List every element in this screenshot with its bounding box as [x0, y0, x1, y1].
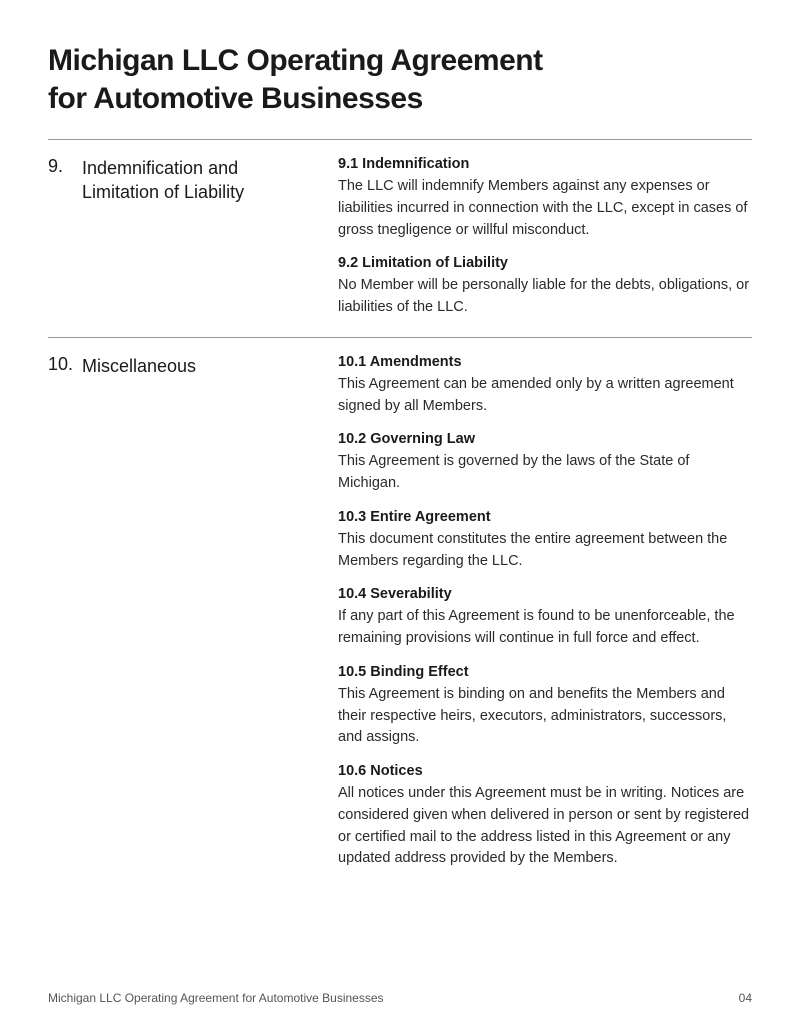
- section-heading: Miscellaneous: [82, 354, 196, 870]
- clause-title: 10.6 Notices: [338, 763, 752, 779]
- clause: 10.1 Amendments This Agreement can be am…: [338, 354, 752, 418]
- clause-title: 10.3 Entire Agreement: [338, 509, 752, 525]
- page-title: Michigan LLC Operating Agreement for Aut…: [48, 42, 752, 117]
- clause-title: 10.2 Governing Law: [338, 431, 752, 447]
- section-heading: Indemnification and Limitation of Liabil…: [82, 156, 244, 319]
- heading-line-1: Indemnification and: [82, 158, 238, 178]
- section-9: 9. Indemnification and Limitation of Lia…: [48, 140, 752, 337]
- section-content: 10.1 Amendments This Agreement can be am…: [338, 354, 752, 870]
- section-number: 10.: [48, 354, 82, 870]
- page-footer: Michigan LLC Operating Agreement for Aut…: [48, 991, 752, 1005]
- section-number: 9.: [48, 156, 82, 319]
- clause-body: This Agreement is binding on and benefit…: [338, 684, 752, 749]
- clause: 10.5 Binding Effect This Agreement is bi…: [338, 664, 752, 749]
- title-line-2: for Automotive Businesses: [48, 82, 423, 115]
- clause-body: This Agreement is governed by the laws o…: [338, 451, 752, 495]
- clause: 9.1 Indemnification The LLC will indemni…: [338, 156, 752, 241]
- clause-title: 10.1 Amendments: [338, 354, 752, 370]
- clause-body: This Agreement can be amended only by a …: [338, 374, 752, 418]
- title-line-1: Michigan LLC Operating Agreement: [48, 44, 543, 77]
- heading-line-2: Limitation of Liability: [82, 182, 244, 202]
- footer-doc-title: Michigan LLC Operating Agreement for Aut…: [48, 991, 384, 1005]
- clause-body: The LLC will indemnify Members against a…: [338, 176, 752, 241]
- section-heading-block: 9. Indemnification and Limitation of Lia…: [48, 156, 338, 319]
- section-10: 10. Miscellaneous 10.1 Amendments This A…: [48, 338, 752, 888]
- clause: 10.2 Governing Law This Agreement is gov…: [338, 431, 752, 495]
- clause-body: No Member will be personally liable for …: [338, 275, 752, 319]
- clause-body: This document constitutes the entire agr…: [338, 529, 752, 573]
- clause: 10.4 Severability If any part of this Ag…: [338, 586, 752, 650]
- clause-title: 9.1 Indemnification: [338, 156, 752, 172]
- document-page: Michigan LLC Operating Agreement for Aut…: [0, 0, 800, 888]
- heading-line-1: Miscellaneous: [82, 356, 196, 376]
- clause: 9.2 Limitation of Liability No Member wi…: [338, 255, 752, 319]
- section-heading-block: 10. Miscellaneous: [48, 354, 338, 870]
- section-content: 9.1 Indemnification The LLC will indemni…: [338, 156, 752, 319]
- clause-body: All notices under this Agreement must be…: [338, 783, 752, 870]
- clause: 10.6 Notices All notices under this Agre…: [338, 763, 752, 870]
- clause-title: 10.4 Severability: [338, 586, 752, 602]
- footer-page-number: 04: [739, 991, 752, 1005]
- clause-body: If any part of this Agreement is found t…: [338, 606, 752, 650]
- clause: 10.3 Entire Agreement This document cons…: [338, 509, 752, 573]
- clause-title: 10.5 Binding Effect: [338, 664, 752, 680]
- clause-title: 9.2 Limitation of Liability: [338, 255, 752, 271]
